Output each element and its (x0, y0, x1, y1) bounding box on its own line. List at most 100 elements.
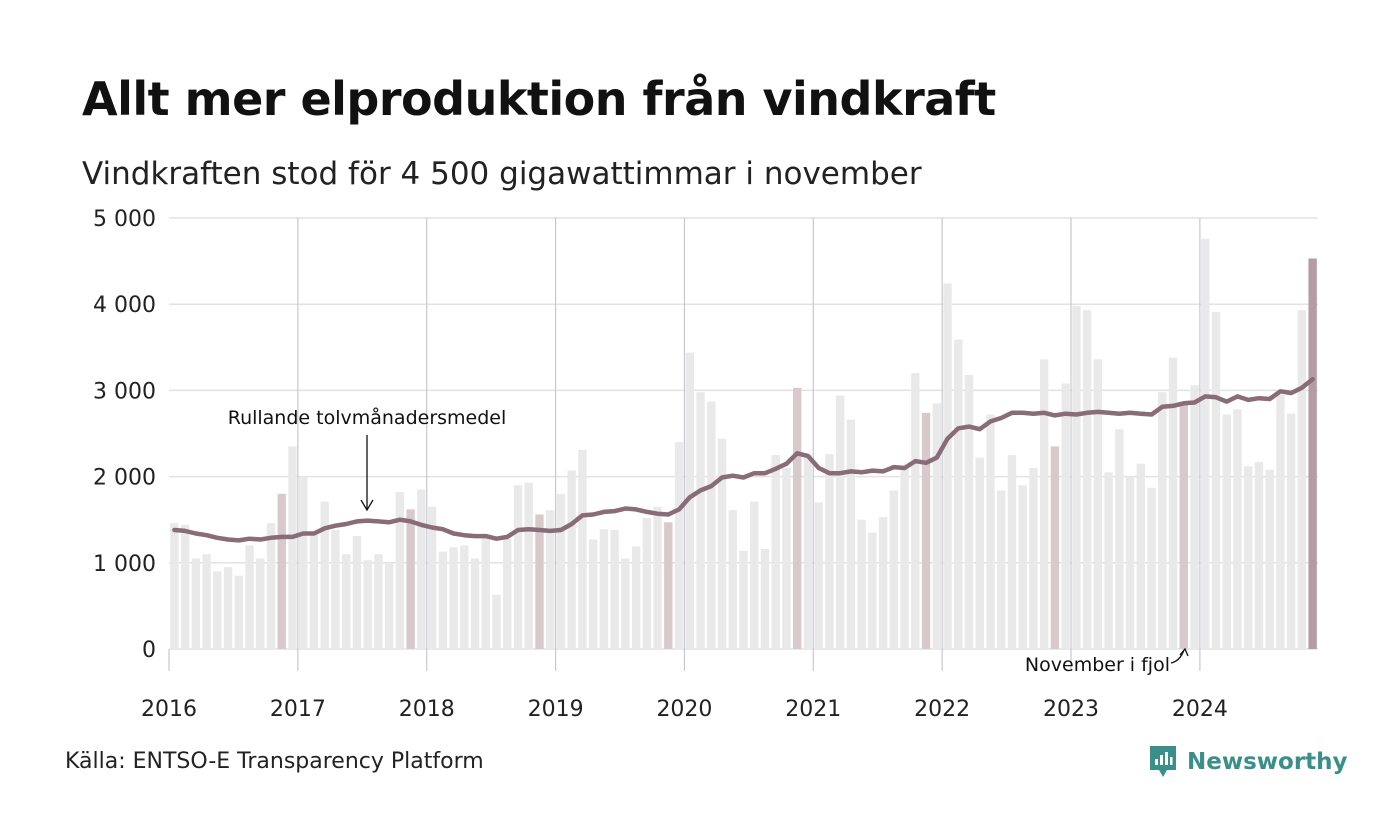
bar-month (932, 403, 941, 649)
bar-month (1082, 310, 1092, 649)
annotation-layer: Rullande tolvmånadersmedel November i fj… (228, 406, 1189, 676)
bar-month (814, 502, 823, 649)
x-tick-label: 2020 (656, 697, 712, 722)
bar-month (782, 467, 791, 649)
bar-month (857, 519, 866, 649)
bar-month (997, 490, 1006, 649)
bar-month (417, 489, 426, 649)
newsworthy-brand[interactable]: Newsworthy (1148, 744, 1348, 780)
bar-month (460, 545, 469, 649)
bar-month (954, 339, 963, 649)
bar-layer (170, 238, 1317, 650)
source-note: Källa: ENTSO-E Transparency Platform (65, 749, 484, 774)
bar-november (277, 493, 286, 649)
bar-month (696, 392, 705, 649)
bar-month (578, 449, 587, 649)
bar-month (481, 537, 490, 649)
bar-november (1050, 446, 1060, 649)
bar-month (1222, 414, 1231, 649)
bar-month (213, 571, 222, 649)
bar-month (256, 558, 265, 649)
axis-layer: 0 1 000 2 000 3 000 4 000 5 000 2016 2017 2018 20… (93, 207, 1228, 722)
bar-month (1125, 476, 1135, 649)
bar-month (943, 283, 952, 649)
rolling-average-line (172, 376, 1315, 543)
bar-month (395, 492, 405, 649)
bar-month (202, 554, 211, 649)
bar-month (911, 373, 920, 649)
bar-month (180, 524, 190, 649)
bar-month (631, 546, 641, 649)
bar-month (771, 455, 780, 649)
bar-month (685, 352, 694, 649)
bar-month (1168, 357, 1178, 649)
bar-month (567, 470, 576, 649)
bar-month (320, 501, 329, 649)
bar-november (793, 387, 802, 649)
bar-month (363, 560, 372, 649)
bar-month (266, 523, 276, 649)
bar-month (728, 510, 737, 649)
bar-month (621, 558, 630, 649)
wind-power-chart: 0 1 000 2 000 3 000 4 000 5 000 2016 2017 2018 20… (93, 207, 1318, 722)
x-tick-label: 2017 (270, 697, 326, 722)
bar-month (384, 562, 394, 649)
bar-month (1147, 487, 1156, 649)
bar-month (449, 547, 458, 649)
bar-month (427, 506, 437, 649)
bar-month (889, 490, 899, 649)
bar-month (1018, 485, 1027, 649)
bar-month (803, 455, 813, 649)
bar-month (868, 532, 877, 649)
bar-month (352, 536, 362, 649)
bar-month (964, 374, 974, 649)
x-tick-label: 2016 (141, 697, 197, 722)
bar-month (900, 467, 909, 649)
bar-month (191, 558, 201, 649)
bar-month (975, 457, 984, 649)
chart-title: Allt mer elproduktion från vindkraft (82, 72, 996, 126)
bar-month (331, 530, 340, 649)
bar-month (1072, 305, 1081, 649)
bar-month (524, 482, 533, 649)
bar-month (245, 545, 254, 649)
bar-november (921, 412, 931, 649)
bar-month (438, 551, 448, 649)
bar-month (1039, 359, 1049, 649)
x-tick-label: 2024 (1172, 697, 1228, 722)
bar-month (1093, 359, 1103, 649)
bar-month (878, 517, 888, 649)
bar-month (1276, 394, 1285, 649)
bar-month (825, 454, 834, 649)
y-tick-label: 2 000 (93, 466, 156, 491)
x-tick-label: 2021 (785, 697, 841, 722)
bar-month (653, 506, 662, 649)
bar-month (1061, 383, 1070, 649)
y-tick-label: 5 000 (93, 207, 156, 232)
bar-month (341, 554, 351, 649)
annotation-november-last-year: November i fjol (1025, 654, 1170, 676)
bar-month (739, 550, 748, 649)
bar-month (835, 395, 845, 649)
bar-november (535, 514, 544, 649)
y-tick-label: 0 (142, 638, 156, 663)
bar-november (664, 522, 673, 649)
bar-month (1029, 467, 1038, 649)
bar-month (986, 414, 995, 649)
x-tick-label: 2022 (914, 697, 970, 722)
annotation-rolling-average: Rullande tolvmånadersmedel (228, 406, 507, 429)
bar-month (1297, 310, 1307, 649)
bar-november (406, 509, 415, 649)
bar-month (1158, 392, 1167, 649)
bar-month (1007, 455, 1017, 649)
bar-month (599, 529, 609, 649)
bar-month (470, 558, 480, 649)
x-tick-label: 2023 (1043, 697, 1099, 722)
newsworthy-logo-icon (1150, 746, 1176, 777)
bar-month (223, 567, 233, 649)
bar-month (546, 510, 555, 649)
bar-month (170, 523, 179, 649)
brand-name: Newsworthy (1187, 749, 1348, 775)
bar-month (1104, 472, 1113, 649)
bar-month (299, 476, 308, 649)
